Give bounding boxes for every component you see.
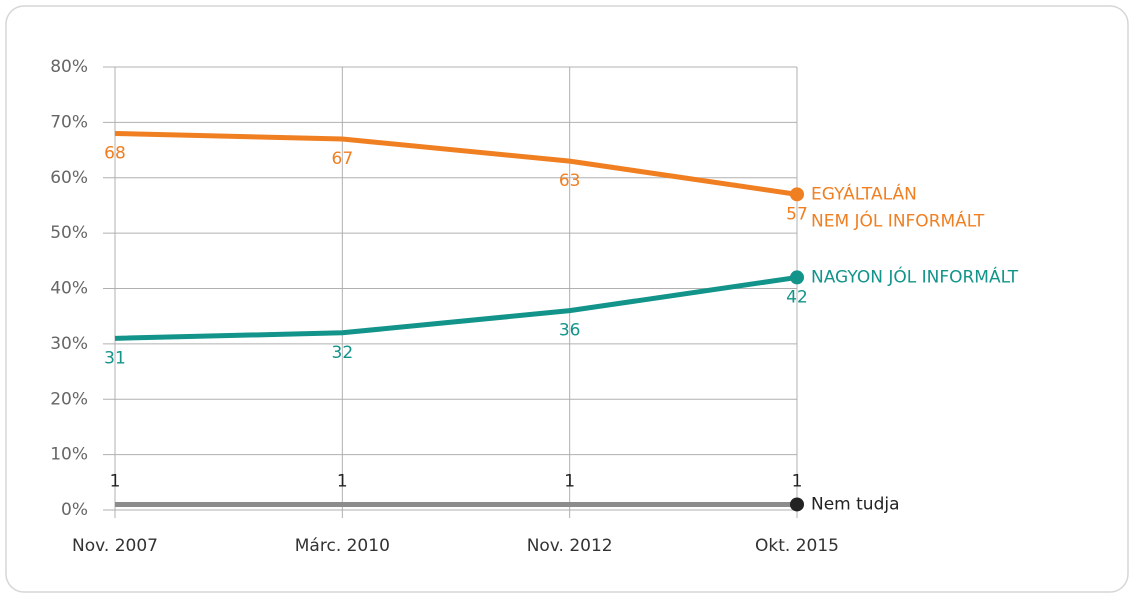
legend-label: Nem tudja — [811, 494, 900, 514]
x-tick-label: Márc. 2010 — [295, 536, 390, 556]
data-label: 31 — [104, 348, 126, 368]
data-label: 1 — [337, 471, 348, 491]
y-tick-label: 50% — [50, 223, 88, 243]
data-label: 32 — [332, 343, 354, 363]
y-tick-label: 70% — [50, 112, 88, 132]
series-line — [114, 130, 798, 197]
data-label: 68 — [104, 143, 126, 163]
legend-label: NAGYON JÓL INFORMÁLT — [811, 265, 1019, 287]
series-line — [114, 274, 798, 341]
end-marker — [790, 270, 804, 285]
y-tick-label: 80% — [50, 57, 88, 77]
y-tick-label: 10% — [50, 445, 88, 465]
x-tick-label: Nov. 2007 — [72, 536, 158, 556]
y-tick-label: 30% — [50, 334, 88, 354]
frame — [5, 5, 1129, 593]
data-label: 1 — [564, 471, 575, 491]
y-tick-label: 40% — [50, 279, 88, 299]
legend-line: NEM JÓL INFORMÁLT — [811, 209, 985, 231]
y-tick-label: 0% — [61, 500, 88, 520]
data-label: 36 — [559, 321, 581, 341]
data-label: 42 — [786, 287, 808, 307]
data-label: 1 — [110, 471, 121, 491]
legend-label: EGYÁLTALÁN NEM JÓL INFORMÁLT — [811, 182, 985, 231]
y-tick-label: 20% — [50, 389, 88, 409]
data-label: 57 — [786, 204, 808, 224]
data-label: 67 — [332, 149, 354, 169]
legend-line: EGYÁLTALÁN — [811, 182, 917, 204]
x-tick-label: Nov. 2012 — [527, 536, 613, 556]
y-tick-label: 60% — [50, 168, 88, 188]
end-marker — [790, 497, 804, 512]
end-marker — [790, 187, 804, 202]
data-label: 63 — [559, 171, 581, 191]
data-label: 1 — [792, 471, 803, 491]
x-tick-label: Okt. 2015 — [755, 536, 839, 556]
